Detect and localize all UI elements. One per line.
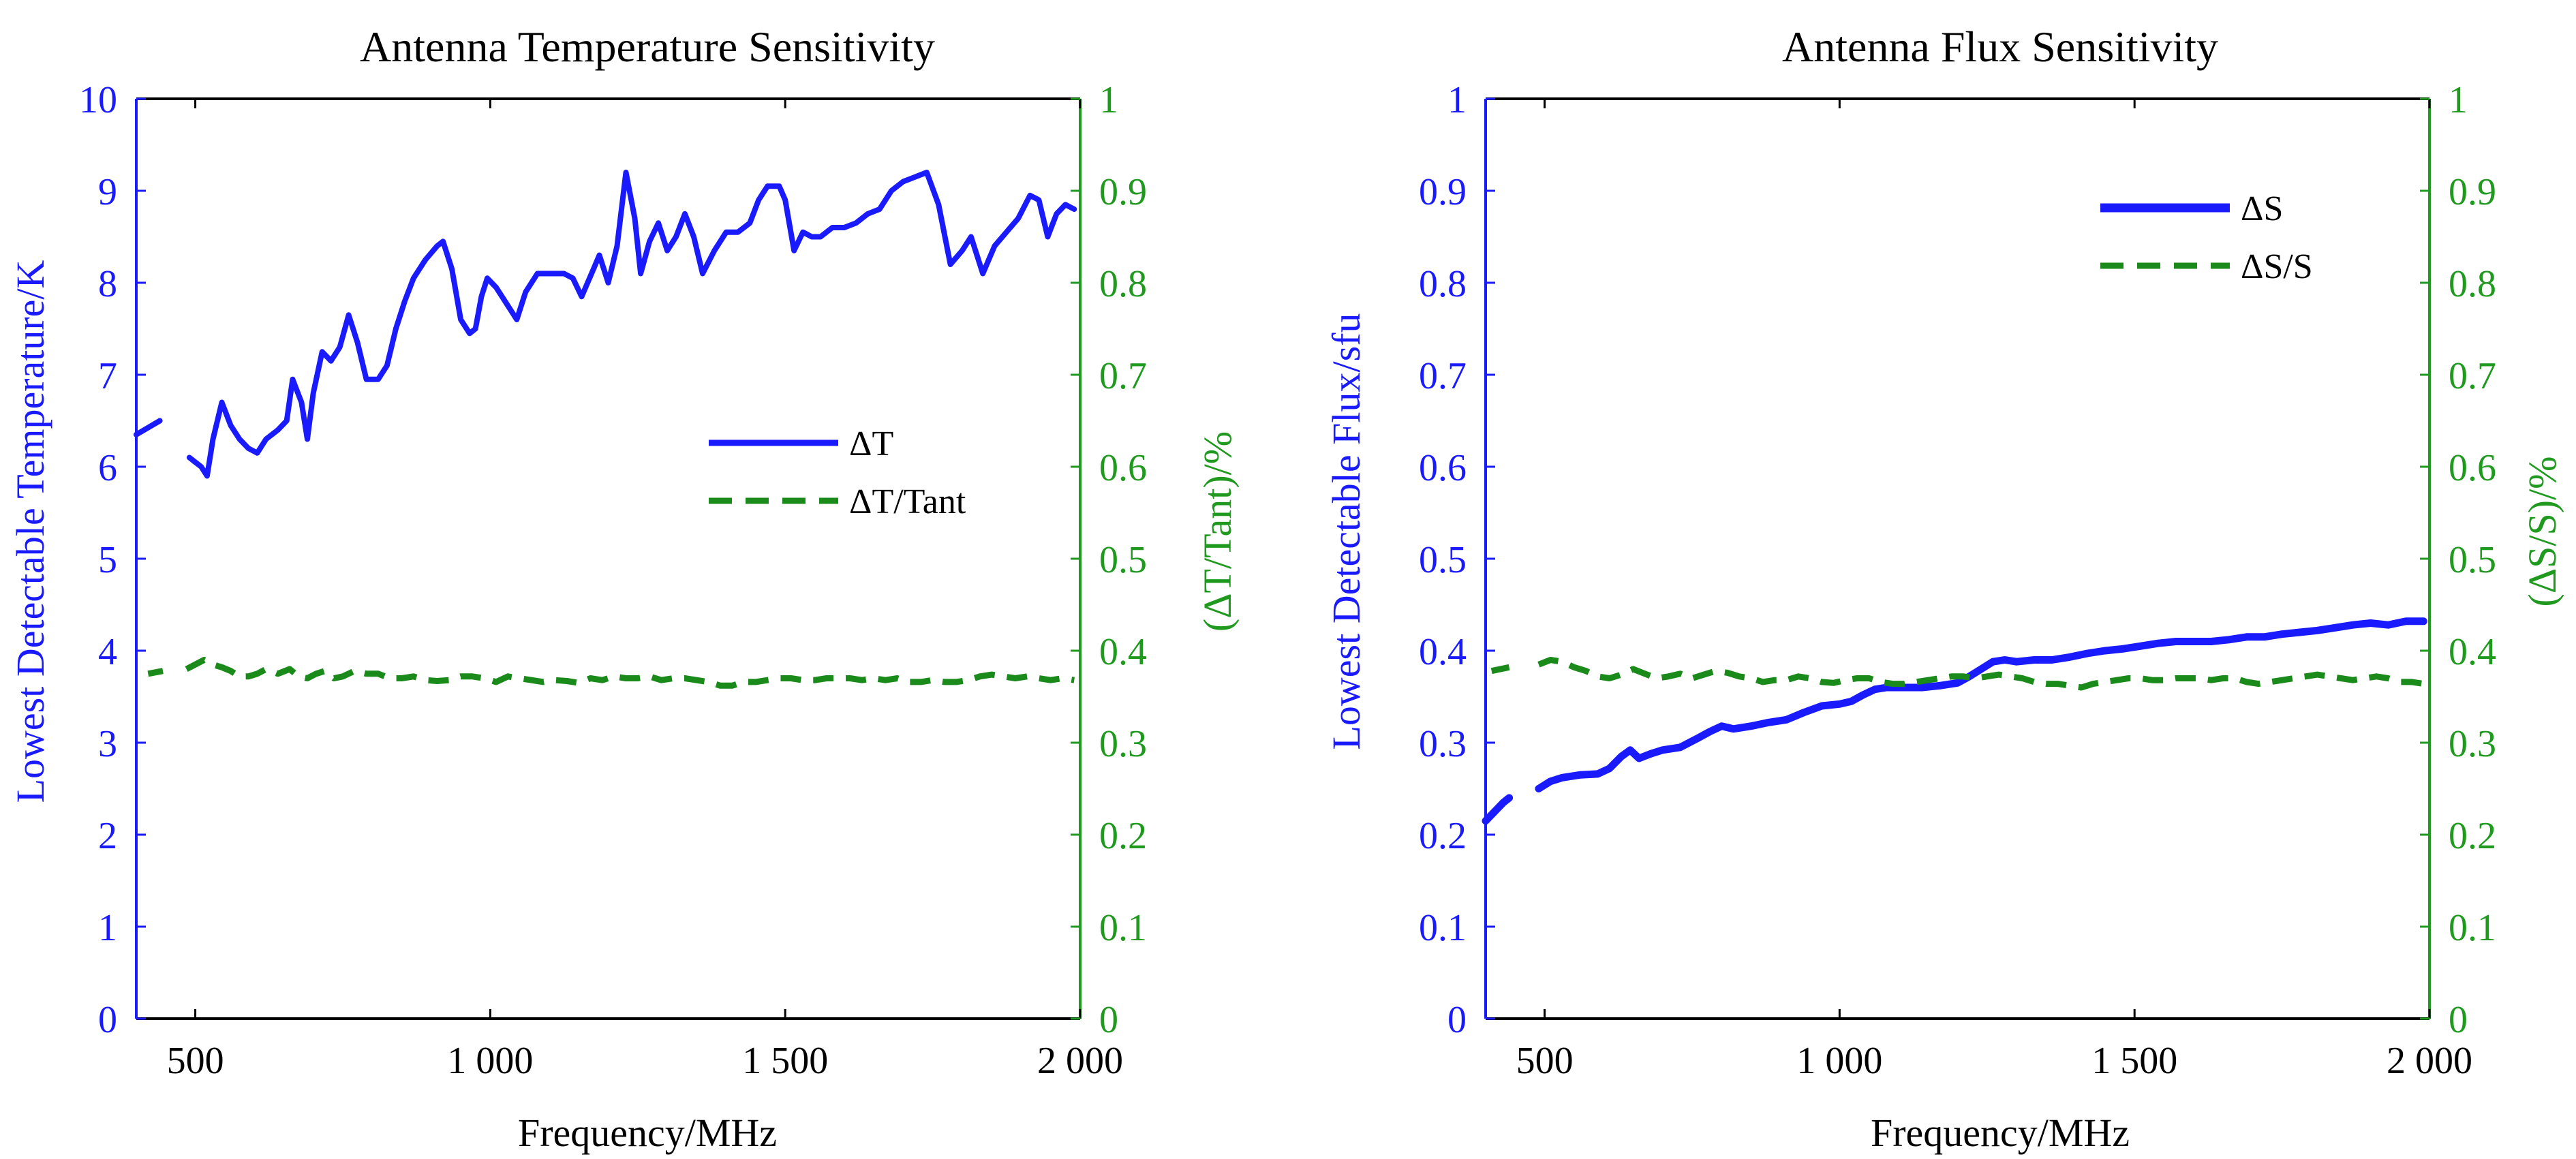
left-y-tick-label: 7 bbox=[98, 355, 117, 397]
x-tick-label: 1 500 bbox=[742, 1040, 828, 1082]
left-y-tick-label: 5 bbox=[98, 539, 117, 581]
x-tick-label: 1 000 bbox=[447, 1040, 533, 1082]
series-line-ratio-segment-1 bbox=[1537, 657, 2424, 691]
left-y-tick-label: 1 bbox=[1447, 79, 1467, 121]
series-line-ratio-segment-1 bbox=[185, 657, 1075, 689]
right-y-tick-label: 0.9 bbox=[2449, 171, 2496, 213]
right-y-tick-label: 0 bbox=[2449, 999, 2468, 1041]
right-y-tick-label: 0.3 bbox=[1099, 723, 1147, 765]
legend-label-delta-t: ΔT bbox=[849, 424, 893, 463]
right-y-tick-label: 0.5 bbox=[2449, 539, 2496, 581]
right-y-tick-label: 0.4 bbox=[2449, 631, 2496, 673]
left-y-axis-label: Lowest Detectable Temperature/K bbox=[8, 260, 52, 803]
left-y-axis-label: Lowest Detectable Flux/sfu bbox=[1324, 313, 1368, 750]
flux-sensitivity-chart: Antenna Flux Sensitivity Frequency/MHz L… bbox=[1324, 22, 2564, 1155]
series-line-ratio-segment-0 bbox=[147, 668, 164, 677]
right-y-tick-label: 0.6 bbox=[2449, 447, 2496, 489]
left-y-tick-label: 8 bbox=[98, 263, 117, 305]
chart-title: Antenna Temperature Sensitivity bbox=[360, 22, 935, 71]
left-y-tick-label: 0 bbox=[1447, 999, 1467, 1041]
left-y-tick-label: 9 bbox=[98, 171, 117, 213]
temperature-sensitivity-chart: Antenna Temperature Sensitivity Frequenc… bbox=[8, 22, 1240, 1155]
left-y-tick-label: 0.5 bbox=[1419, 539, 1467, 581]
right-y-axis-label: (ΔS/S)/% bbox=[2520, 457, 2564, 607]
left-y-tick-label: 0.4 bbox=[1419, 631, 1467, 673]
right-y-axis-label: (ΔT/Tant)/% bbox=[1195, 431, 1240, 632]
left-y-tick-label: 2 bbox=[98, 815, 117, 857]
right-y-tick-label: 0.1 bbox=[1099, 907, 1147, 949]
series-line-ratio-segment-0 bbox=[1490, 664, 1510, 675]
right-y-tick-label: 0.8 bbox=[2449, 263, 2496, 305]
right-y-tick-label: 0.2 bbox=[1099, 815, 1147, 857]
x-tick-label: 2 000 bbox=[2387, 1040, 2472, 1082]
legend: ΔS ΔS/S bbox=[2092, 174, 2351, 290]
left-y-tick-label: 1 bbox=[98, 907, 117, 949]
x-tick-label: 2 000 bbox=[1037, 1040, 1123, 1082]
series-line-primary-segment-1 bbox=[186, 170, 1077, 479]
left-y-tick-label: 0.9 bbox=[1419, 171, 1467, 213]
right-y-tick-label: 0.7 bbox=[2449, 355, 2496, 397]
plot-area: 500 1 000 1 500 2 00001234567891000.10.20.3… bbox=[79, 79, 1147, 1082]
x-tick-label: 1 500 bbox=[2091, 1040, 2177, 1082]
x-axis-label: Frequency/MHz bbox=[1871, 1111, 2130, 1155]
right-y-tick-label: 1 bbox=[1099, 79, 1118, 121]
series-line-primary-segment-0 bbox=[1482, 794, 1514, 825]
legend-box bbox=[2092, 174, 2351, 290]
left-y-tick-label: 10 bbox=[79, 79, 117, 121]
left-y-tick-label: 0.3 bbox=[1419, 723, 1467, 765]
legend: ΔT ΔT/Tant bbox=[701, 409, 1014, 521]
left-y-tick-label: 6 bbox=[98, 447, 117, 489]
right-y-tick-label: 0.4 bbox=[1099, 631, 1147, 673]
right-y-tick-label: 0.6 bbox=[1099, 447, 1147, 489]
left-y-tick-label: 4 bbox=[98, 631, 117, 673]
legend-label-delta-t-tant: ΔT/Tant bbox=[849, 482, 966, 521]
x-tick-label: 1 000 bbox=[1796, 1040, 1882, 1082]
chart-title: Antenna Flux Sensitivity bbox=[1782, 22, 2218, 71]
right-y-tick-label: 0.2 bbox=[2449, 815, 2496, 857]
right-y-tick-label: 0.9 bbox=[1099, 171, 1147, 213]
left-y-tick-label: 0.2 bbox=[1419, 815, 1467, 857]
right-y-tick-label: 0.8 bbox=[1099, 263, 1147, 305]
right-y-tick-label: 0 bbox=[1099, 999, 1118, 1041]
right-y-tick-label: 0.3 bbox=[2449, 723, 2496, 765]
series-line-primary-segment-0 bbox=[134, 418, 163, 437]
right-y-tick-label: 0.7 bbox=[1099, 355, 1147, 397]
left-y-tick-label: 0.8 bbox=[1419, 263, 1467, 305]
x-tick-label: 500 bbox=[1516, 1040, 1574, 1082]
left-y-tick-label: 0 bbox=[98, 999, 117, 1041]
right-y-tick-label: 0.5 bbox=[1099, 539, 1147, 581]
plot-area: 500 1 000 1 500 2 00000.10.20.30.40.50.60.7… bbox=[1419, 79, 2496, 1082]
legend-label-delta-s: ΔS bbox=[2241, 189, 2283, 228]
x-tick-label: 500 bbox=[167, 1040, 224, 1082]
left-y-tick-label: 3 bbox=[98, 723, 117, 765]
legend-label-delta-s-over-s: ΔS/S bbox=[2241, 247, 2313, 286]
right-y-tick-label: 0.1 bbox=[2449, 907, 2496, 949]
x-axis-label: Frequency/MHz bbox=[518, 1111, 777, 1155]
left-y-tick-label: 0.7 bbox=[1419, 355, 1467, 397]
left-y-tick-label: 0.6 bbox=[1419, 447, 1467, 489]
right-y-tick-label: 1 bbox=[2449, 79, 2468, 121]
series-line-primary-segment-1 bbox=[1535, 617, 2427, 792]
left-y-tick-label: 0.1 bbox=[1419, 907, 1467, 949]
